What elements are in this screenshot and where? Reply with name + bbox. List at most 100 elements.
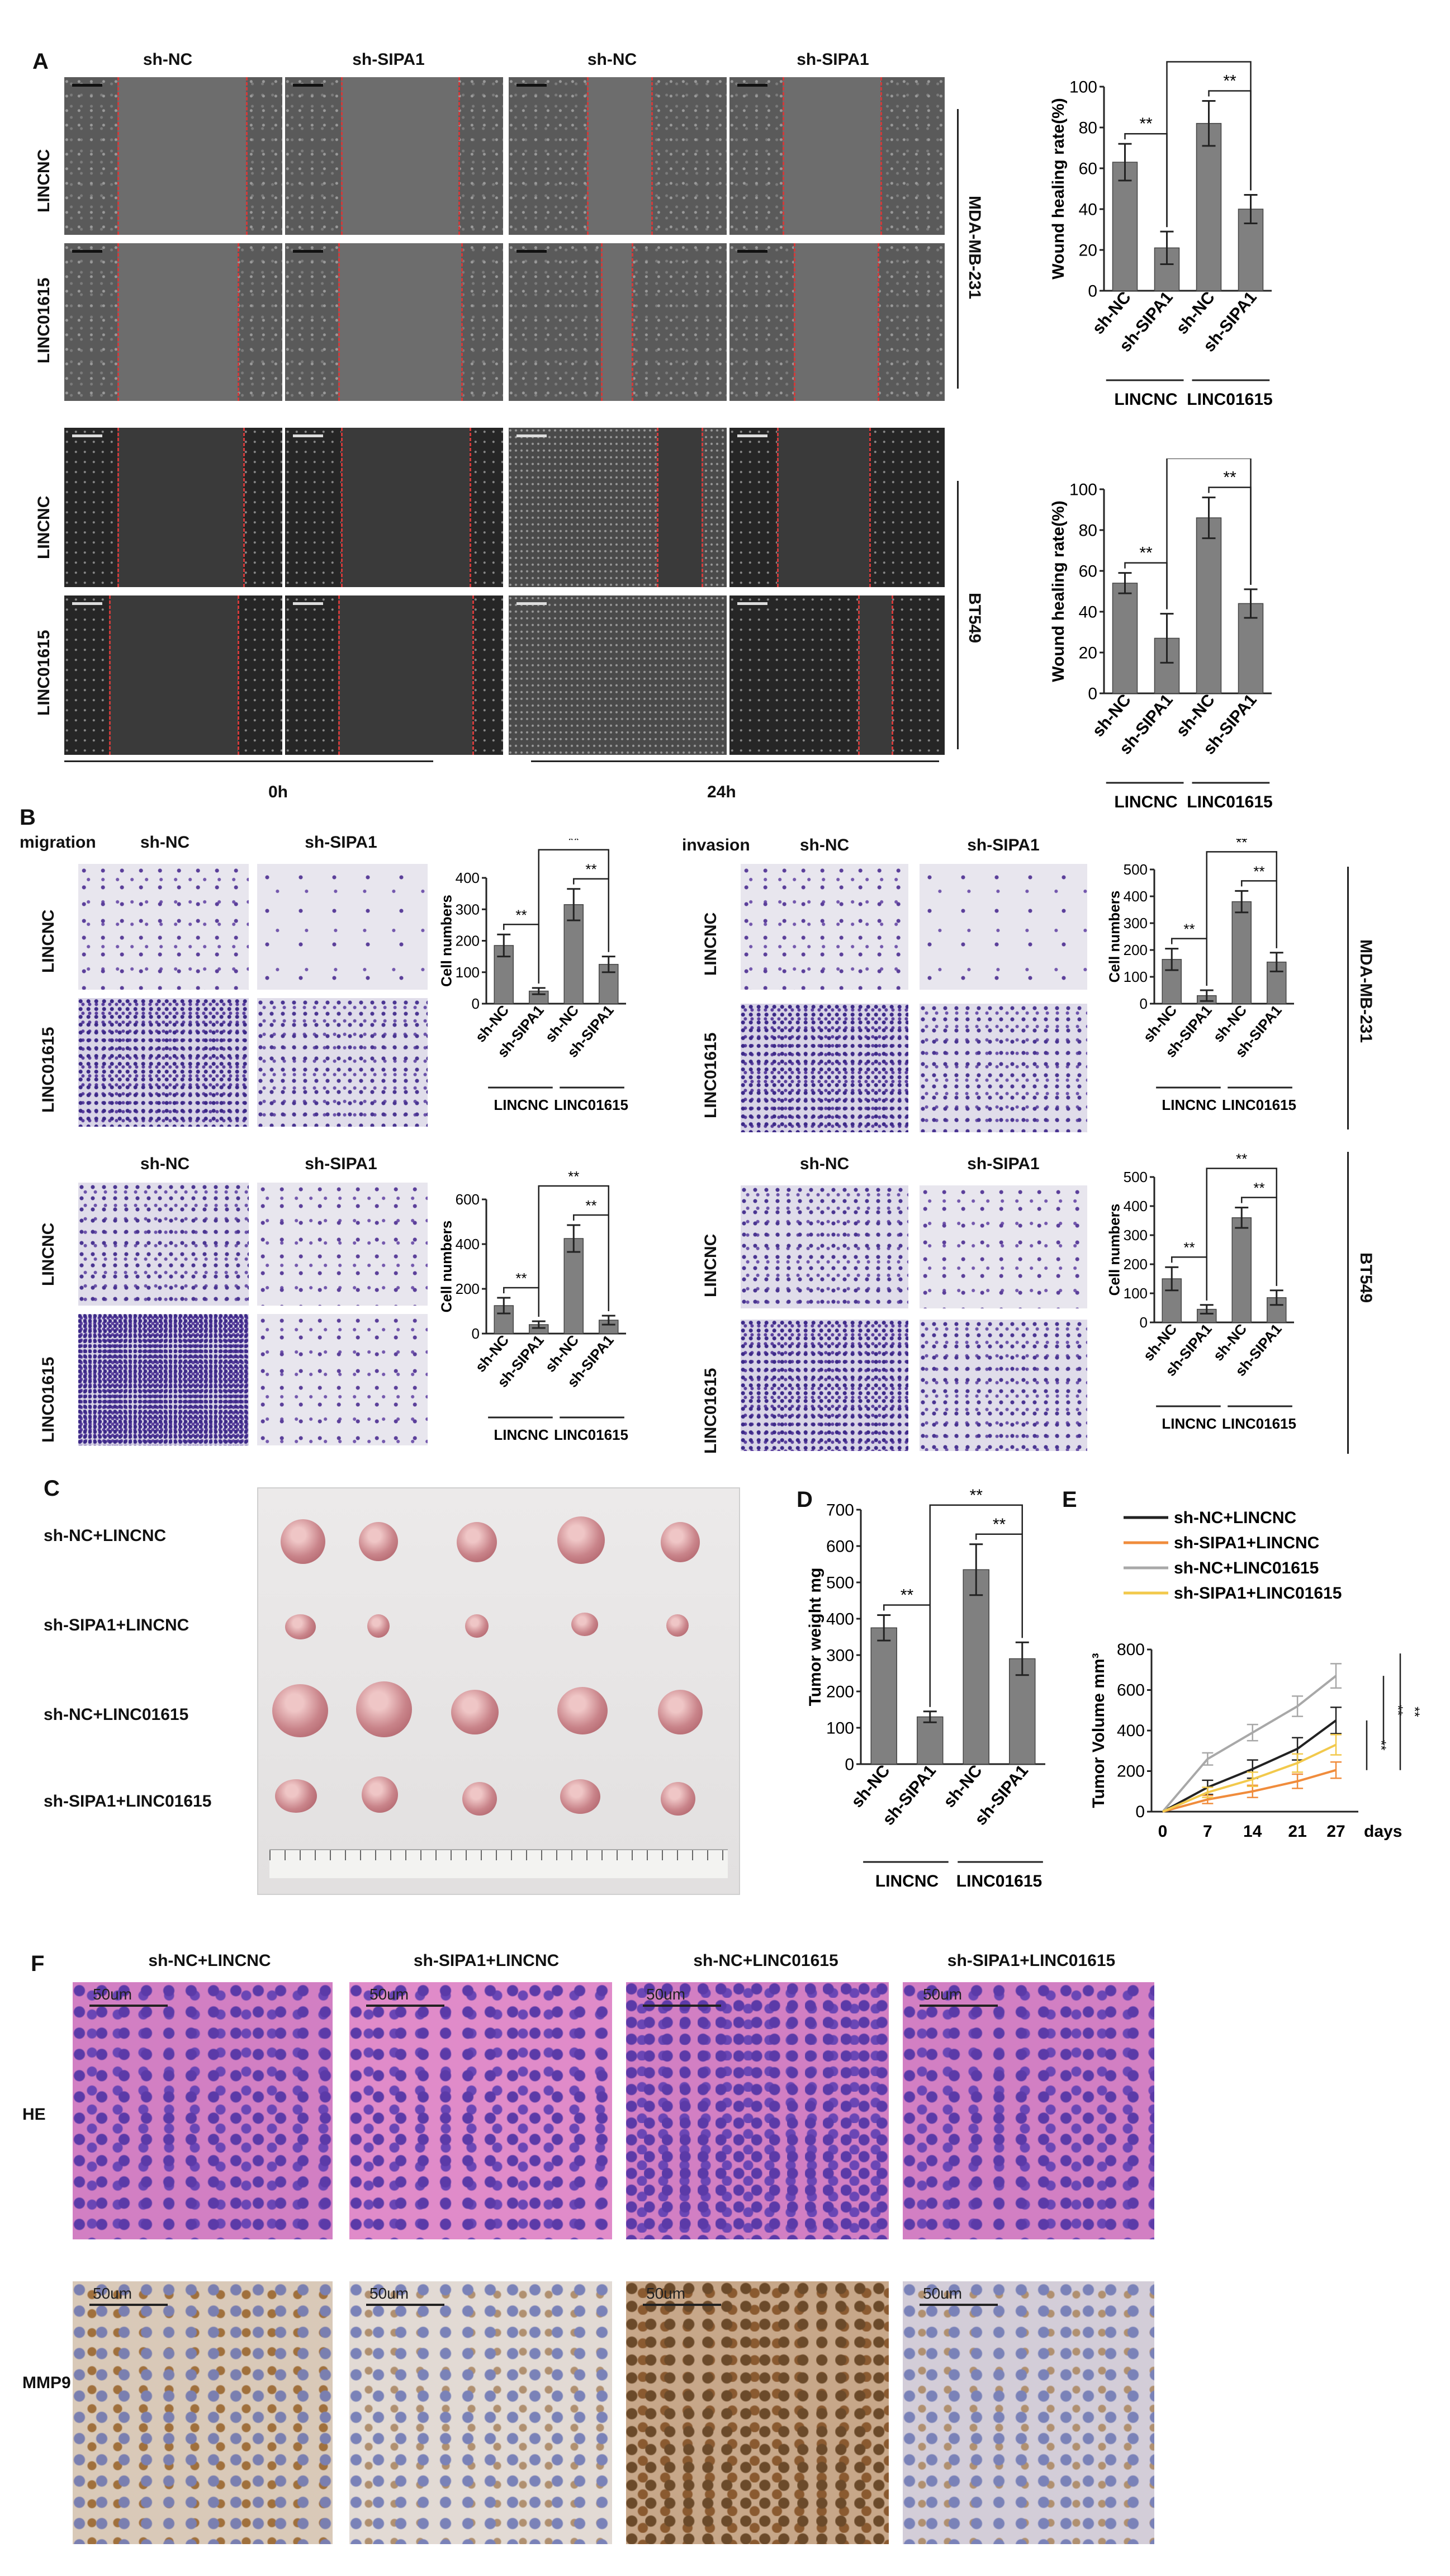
transwell-image xyxy=(78,1314,249,1445)
header-sh-sipa1: sh-SIPA1 xyxy=(967,1155,1040,1173)
row-label-lincnc: LINCNC xyxy=(702,912,720,976)
bar-chart-tumor-weight: Tumor weight mg 0 100 200 300 400 500 600 700 sh-… xyxy=(806,1486,1045,1890)
significance-marker: ** xyxy=(515,906,527,923)
cell-line-bracket xyxy=(957,109,959,389)
scale-bar xyxy=(643,2005,721,2007)
bar xyxy=(1196,517,1222,694)
bar xyxy=(1112,162,1138,291)
y-tick-label: 100 xyxy=(456,964,480,981)
significance-marker: ** xyxy=(901,1586,914,1605)
y-tick-label: 700 xyxy=(826,1501,854,1520)
bar-chart-wound-healing-bt549: Wound healing rate(%)020406080100sh-NCsh… xyxy=(1049,459,1273,811)
transwell-image xyxy=(257,1314,428,1445)
tumor xyxy=(661,1782,695,1816)
tumor xyxy=(557,1516,605,1564)
group-label-2: sh-SIPA1+LINCNC xyxy=(44,1616,189,1634)
timepoint-24h: 24h xyxy=(707,783,736,801)
y-tick-label: 60 xyxy=(1079,563,1097,581)
y-tick-label: 100 xyxy=(1069,78,1097,97)
y-axis-label: Cell numbers xyxy=(1106,1204,1123,1296)
scale-bar xyxy=(643,2304,721,2306)
significance-marker: ** xyxy=(585,861,596,878)
group-label: LINC01615 xyxy=(554,1426,628,1443)
significance-bracket xyxy=(538,849,609,984)
transwell-image xyxy=(741,1004,908,1132)
significance-bracket xyxy=(1166,459,1252,609)
y-tick-label: 20 xyxy=(1079,242,1097,260)
y-tick-label: 0 xyxy=(1088,282,1097,301)
significance-marker: ** xyxy=(1223,469,1236,487)
tumor xyxy=(275,1779,317,1813)
group-header-2: sh-SIPA1+LINCNC xyxy=(413,1951,560,1970)
header-sh-sipa1: sh-SIPA1 xyxy=(305,1155,377,1173)
mmp9-image: 50um xyxy=(349,2281,612,2544)
group-header-3: sh-NC+LINC01615 xyxy=(693,1951,838,1970)
y-tick-label: 400 xyxy=(826,1610,854,1629)
significance-marker: ** xyxy=(1390,1705,1405,1715)
legend-label: sh-SIPA1+LINCNC xyxy=(1174,1534,1319,1552)
y-tick-label: 400 xyxy=(1124,888,1148,905)
group-label: LINC01615 xyxy=(1222,1415,1296,1432)
he-image: 50um xyxy=(349,1982,612,2239)
y-tick-label: 400 xyxy=(1124,1198,1148,1214)
y-tick-label: 200 xyxy=(1117,1762,1145,1781)
y-tick-label: 0 xyxy=(845,1756,854,1774)
cell-line-label-mda: MDA-MB-231 xyxy=(965,196,984,300)
bar xyxy=(1009,1658,1036,1765)
x-tick-label: sh-NC xyxy=(848,1761,894,1811)
row-label-linc01615: LINC01615 xyxy=(39,1027,58,1113)
significance-marker: ** xyxy=(568,839,579,849)
mmp9-image: 50um xyxy=(903,2281,1154,2544)
he-image: 50um xyxy=(903,1982,1154,2239)
scale-bar-label: 50um xyxy=(369,2285,409,2302)
group-label: LINC01615 xyxy=(1187,793,1272,811)
transwell-image xyxy=(741,1320,908,1451)
significance-marker: ** xyxy=(568,1168,579,1185)
line-chart-tumor-volume: sh-NC+LINCNC sh-SIPA1+LINCNC sh-NC+LINC016… xyxy=(1090,1509,1422,1841)
y-tick-label: 0 xyxy=(1135,1803,1145,1821)
cell-line-label-bt549: BT549 xyxy=(965,593,984,644)
bar xyxy=(1231,1217,1252,1323)
tumor xyxy=(462,1782,497,1816)
bar-chart-migration-bt549: Cell numbers0200400600sh-NCsh-SIPA1sh-NC… xyxy=(438,1168,628,1443)
group-header-4: sh-SIPA1+LINC01615 xyxy=(947,1951,1116,1970)
significance-marker: ** xyxy=(1253,1180,1264,1197)
significance-marker: ** xyxy=(1202,56,1216,62)
y-tick-label: 80 xyxy=(1079,522,1097,540)
panel-label-b: B xyxy=(20,805,36,830)
tumor-photo xyxy=(257,1487,740,1895)
header-sh-sipa1: sh-SIPA1 xyxy=(352,50,425,69)
row-label-linc01615: LINC01615 xyxy=(702,1368,720,1454)
scratch-image xyxy=(64,428,282,587)
header-sh-sipa1: sh-SIPA1 xyxy=(797,50,869,69)
group-label: LINCNC xyxy=(1162,1096,1216,1113)
transwell-image xyxy=(920,1320,1087,1451)
y-tick-label: 0 xyxy=(1140,995,1148,1012)
legend-label: sh-NC+LINC01615 xyxy=(1174,1559,1319,1577)
scale-bar-label: 50um xyxy=(923,2285,963,2302)
transwell-image xyxy=(257,864,428,990)
x-tick-label: 27 xyxy=(1326,1822,1345,1841)
significance-bracket xyxy=(1206,851,1277,986)
row-label-lincnc: LINCNC xyxy=(35,495,53,559)
group-label: LINCNC xyxy=(494,1096,548,1113)
bar xyxy=(963,1569,989,1765)
tumor xyxy=(451,1690,499,1734)
y-axis-label: Cell numbers xyxy=(438,895,455,987)
tumor xyxy=(557,1687,608,1734)
bar xyxy=(1112,583,1138,694)
panel-label-c: C xyxy=(44,1476,60,1501)
transwell-image xyxy=(257,1183,428,1306)
significance-marker: ** xyxy=(585,1197,596,1214)
row-label-linc01615: LINC01615 xyxy=(39,1356,58,1443)
group-label-1: sh-NC+LINCNC xyxy=(44,1526,167,1545)
significance-bracket xyxy=(1166,61,1252,228)
y-tick-label: 300 xyxy=(456,901,480,918)
significance-bracket xyxy=(538,1185,609,1317)
panel-label-f: F xyxy=(31,1951,45,1976)
stain-label-mmp9: MMP9 xyxy=(22,2374,71,2392)
migration-label: migration xyxy=(20,833,96,852)
y-tick-label: 60 xyxy=(1079,160,1097,178)
group-label: LINCNC xyxy=(494,1426,548,1443)
tumor xyxy=(272,1684,328,1737)
